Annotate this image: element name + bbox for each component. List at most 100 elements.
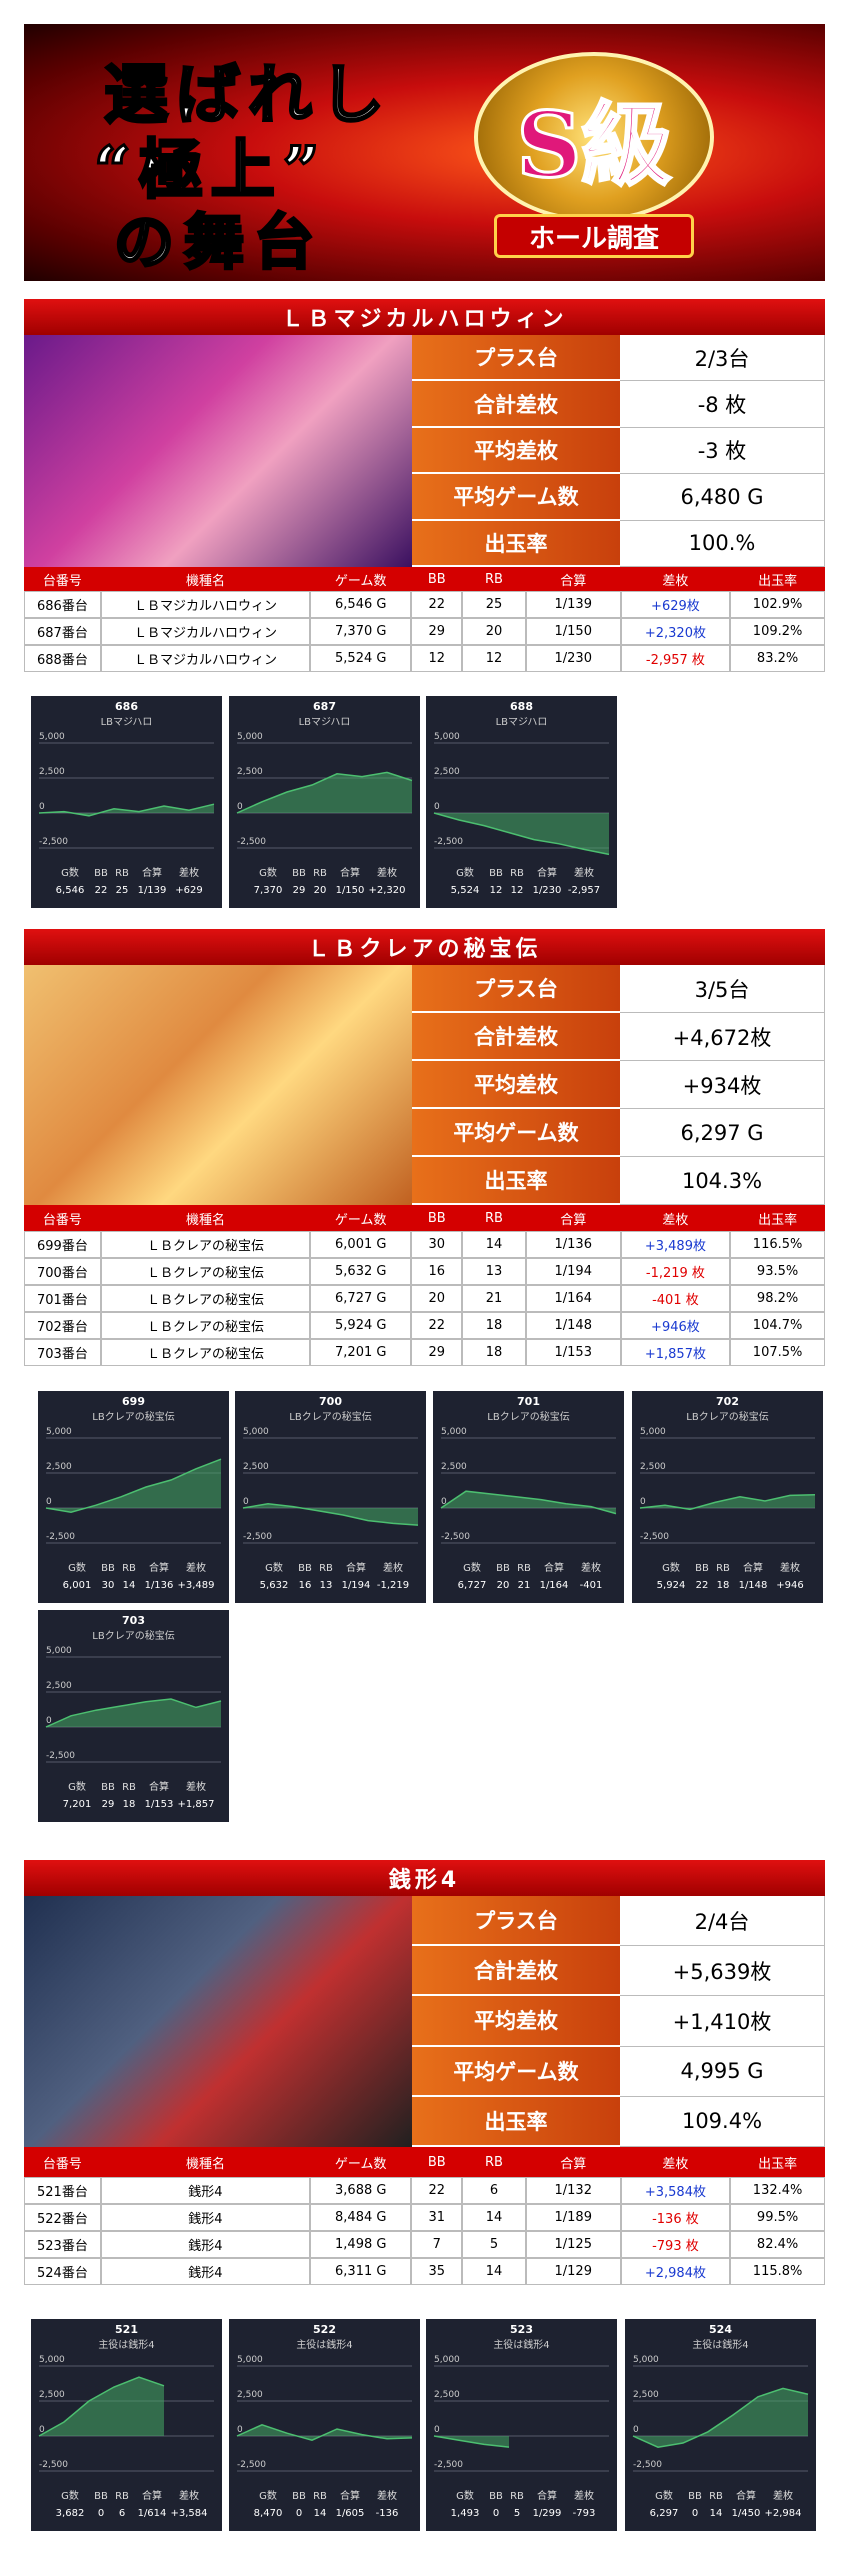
y-tick-label: 2,500 <box>39 767 65 777</box>
mini-chart: 524 主役は銭形4 5,000 2,500 0 -2,500 G数 6,297 BB 0 RB 14… <box>625 2319 816 2531</box>
y-tick-label: -2,500 <box>237 837 266 847</box>
summary-label: 平均差枚 <box>412 427 620 475</box>
y-tick-label: -2,500 <box>237 2460 266 2470</box>
footer-value: 1/614 <box>138 2508 167 2519</box>
table-header: 出玉率 <box>730 2147 825 2177</box>
table-header: 台番号 <box>24 1205 101 1231</box>
table-cell: ＬＢクレアの秘宝伝 <box>100 1339 311 1366</box>
table-cell: 14 <box>462 2258 526 2285</box>
footer-value: 14 <box>123 1580 136 1591</box>
y-tick-label: 2,500 <box>243 1462 269 1472</box>
footer-label: RB <box>319 1563 333 1574</box>
table-cell: 521番台 <box>24 2177 101 2204</box>
footer-value: 1/153 <box>145 1799 174 1810</box>
table-cell: 12 <box>411 645 463 672</box>
chart-id: 521 <box>115 2323 138 2336</box>
section-title: ＬＢクレアの秘宝伝 <box>24 929 825 965</box>
summary-value: 6,480 G <box>620 474 825 521</box>
footer-label: RB <box>115 868 129 879</box>
table-cell: +3,584枚 <box>620 2177 731 2204</box>
footer-label: RB <box>517 1563 531 1574</box>
chart-id: 688 <box>510 700 533 713</box>
y-tick-label: 5,000 <box>237 2355 263 2365</box>
chart-line <box>433 812 610 856</box>
table-header: ゲーム数 <box>310 567 412 591</box>
table-cell: 699番台 <box>24 1231 101 1258</box>
footer-label: G数 <box>662 1561 680 1574</box>
table-cell: 6,546 G <box>310 591 412 618</box>
footer-value: 20 <box>497 1580 510 1591</box>
y-tick-label: 0 <box>640 1497 646 1507</box>
table-cell: ＬＢクレアの秘宝伝 <box>100 1231 311 1258</box>
footer-label: 合算 <box>142 866 162 879</box>
footer-value: 25 <box>116 885 129 896</box>
footer-value: 3,682 <box>56 2508 85 2519</box>
footer-label: RB <box>122 1563 136 1574</box>
chart-name: LBマジハロ <box>299 717 351 728</box>
table-cell: 銭形4 <box>100 2177 311 2204</box>
table-cell: -401 枚 <box>620 1285 731 1312</box>
chart-line <box>45 1458 222 1513</box>
footer-label: BB <box>496 1563 510 1574</box>
table-header: ゲーム数 <box>310 2147 412 2177</box>
footer-value: 1/299 <box>533 2508 562 2519</box>
chart-area <box>633 2388 808 2448</box>
chart-line <box>242 1503 419 1526</box>
footer-value: +946 <box>776 1580 803 1591</box>
table-cell: 22 <box>411 2177 463 2204</box>
mini-chart: 688 LBマジハロ 5,000 2,500 0 -2,500 G数 5,524 BB 12 RB 1… <box>426 696 617 908</box>
footer-label: RB <box>115 2491 129 2502</box>
table-cell: -1,219 枚 <box>620 1258 731 1285</box>
y-tick-label: -2,500 <box>39 837 68 847</box>
chart-line <box>236 2423 413 2441</box>
footer-label: 合算 <box>537 2489 557 2502</box>
chart-area <box>640 1494 815 1510</box>
summary-value: -3 枚 <box>620 427 825 475</box>
table-cell: 1/125 <box>525 2231 621 2258</box>
chart-name: 主役は銭形4 <box>692 2338 748 2351</box>
table-cell: 6,311 G <box>310 2258 412 2285</box>
summary-label: 平均差枚 <box>412 1996 620 2047</box>
footer-value: 1/230 <box>533 885 562 896</box>
table-cell: 銭形4 <box>100 2258 311 2285</box>
y-tick-label: 2,500 <box>434 767 460 777</box>
summary-value: -8 枚 <box>620 381 825 428</box>
y-tick-label: 2,500 <box>46 1462 72 1472</box>
mini-chart: 701 LBクレアの秘宝伝 5,000 2,500 0 -2,500 G数 6,727 BB 20… <box>433 1391 624 1603</box>
summary-label: 出玉率 <box>412 520 620 567</box>
table-cell: 1/194 <box>525 1258 621 1285</box>
mini-chart: 687 LBマジハロ 5,000 2,500 0 -2,500 G数 7,370 BB 29 RB 2… <box>229 696 420 908</box>
footer-label: RB <box>716 1563 730 1574</box>
footer-label: 差枚 <box>581 1561 601 1574</box>
chart-id: 702 <box>716 1395 739 1408</box>
footer-label: RB <box>709 2491 723 2502</box>
table-cell: 702番台 <box>24 1312 101 1339</box>
table-cell: 7 <box>411 2231 463 2258</box>
table-cell: 18 <box>462 1339 526 1366</box>
footer-label: BB <box>101 1563 115 1574</box>
footer-value: 0 <box>98 2508 104 2519</box>
y-tick-label: -2,500 <box>46 1532 75 1542</box>
chart-id: 687 <box>313 700 336 713</box>
footer-label: 差枚 <box>186 1780 206 1793</box>
chart-id: 522 <box>313 2323 336 2336</box>
footer-value: 13 <box>320 1580 333 1591</box>
summary-label: 平均ゲーム数 <box>412 2046 620 2097</box>
footer-value: +2,320 <box>368 885 405 896</box>
summary-value: 2/3台 <box>620 335 825 382</box>
table-cell: 22 <box>411 1312 463 1339</box>
footer-value: 1/148 <box>739 1580 768 1591</box>
banner: 選ばれし “極上” の舞台 S級 ホール調査 <box>24 24 825 281</box>
footer-value: 1/136 <box>145 1580 174 1591</box>
table-cell: 1/129 <box>525 2258 621 2285</box>
chart-area <box>46 1459 221 1513</box>
y-tick-label: 5,000 <box>441 1427 467 1437</box>
y-tick-label: 2,500 <box>633 2390 659 2400</box>
table-cell: +1,857枚 <box>620 1339 731 1366</box>
table-cell: 5 <box>462 2231 526 2258</box>
table-cell: -2,957 枚 <box>620 645 731 672</box>
footer-value: +3,584 <box>170 2508 207 2519</box>
footer-value: 0 <box>493 2508 499 2519</box>
chart-area <box>243 1503 418 1526</box>
footer-value: +629 <box>175 885 202 896</box>
